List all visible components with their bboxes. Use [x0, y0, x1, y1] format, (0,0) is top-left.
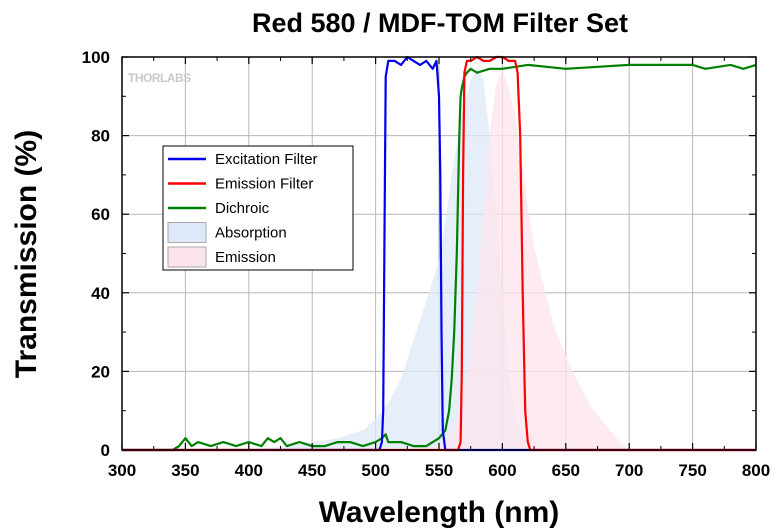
line-excitation-filter [122, 55, 756, 452]
y-tick-label: 60 [91, 205, 110, 224]
x-tick-label: 800 [742, 461, 770, 480]
x-tick-label: 750 [678, 461, 706, 480]
x-axis-title: Wavelength (nm) [319, 496, 560, 529]
area-absorption [160, 68, 541, 451]
x-tick-label: 600 [488, 461, 516, 480]
x-tick-label: 300 [108, 461, 136, 480]
x-tick-label: 450 [298, 461, 326, 480]
x-tick-label: 700 [615, 461, 643, 480]
y-tick-label: 0 [101, 441, 110, 460]
chart-title: Red 580 / MDF-TOM Filter Set [252, 8, 628, 38]
legend-swatch-emission [167, 246, 207, 268]
legend-label-emission-filter: Emission Filter [215, 176, 313, 193]
y-tick-label: 80 [91, 127, 110, 146]
x-tick-label: 350 [171, 461, 199, 480]
legend-label-excitation-filter: Excitation Filter [215, 151, 318, 168]
y-axis-title: Transmission (%) [10, 130, 43, 378]
line-dichroic [122, 63, 757, 452]
y-tick-label: 40 [91, 284, 110, 303]
tick-labels: 300 350 400 450 500 550 600 650 700 750 800 0 20 40 60… [82, 48, 771, 480]
ticks [121, 56, 757, 451]
y-tick-label: 20 [91, 362, 110, 381]
watermark-thorlabs: THORLABS [128, 71, 191, 85]
x-tick-label: 400 [235, 461, 263, 480]
x-tick-label: 500 [361, 461, 389, 480]
legend-swatch-absorption [167, 222, 207, 243]
y-tick-label: 100 [82, 48, 110, 67]
area-emission [426, 68, 630, 451]
legend-label-absorption: Absorption [215, 225, 287, 242]
legend: Excitation Filter Emission Filter Dichroic… [162, 145, 354, 271]
area-series [160, 68, 630, 451]
legend-label-emission: Emission [215, 249, 276, 266]
x-tick-label: 650 [552, 461, 580, 480]
x-tick-label: 550 [425, 461, 453, 480]
legend-label-dichroic: Dichroic [215, 200, 270, 217]
